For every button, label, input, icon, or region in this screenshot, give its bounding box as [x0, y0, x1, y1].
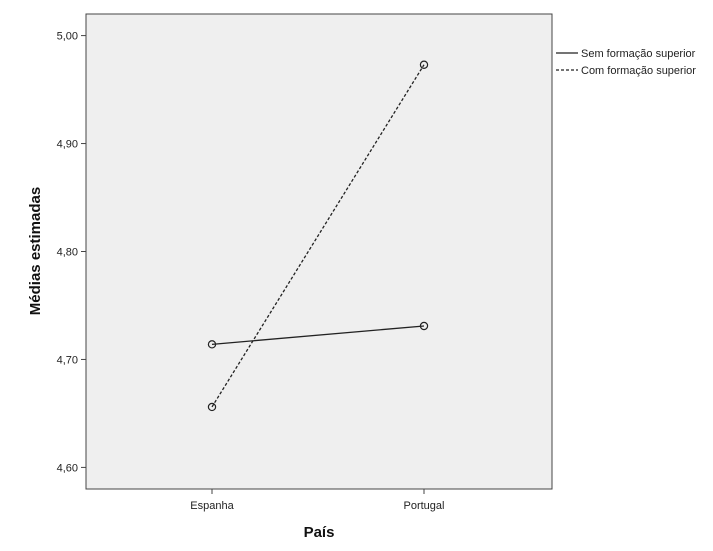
- x-axis: Espanha Portugal: [190, 489, 444, 512]
- y-tick-label: 4,90: [57, 139, 78, 151]
- y-tick-label: 4,60: [57, 462, 78, 474]
- y-axis: 4,60 4,70 4,80 4,90 5,00: [57, 31, 86, 475]
- y-tick-label: 4,70: [57, 354, 78, 366]
- y-tick-label: 4,80: [57, 247, 78, 259]
- legend: Sem formação superior Com formação superi…: [556, 48, 696, 77]
- plot-area: [86, 14, 552, 489]
- y-tick-label: 5,00: [57, 31, 78, 43]
- x-tick-label: Espanha: [190, 500, 234, 512]
- x-axis-title: País: [304, 524, 335, 541]
- x-tick-label: Portugal: [404, 500, 445, 512]
- legend-label-1: Com formação superior: [581, 65, 696, 77]
- y-axis-title: Médias estimadas: [27, 187, 44, 315]
- legend-label-0: Sem formação superior: [581, 48, 696, 60]
